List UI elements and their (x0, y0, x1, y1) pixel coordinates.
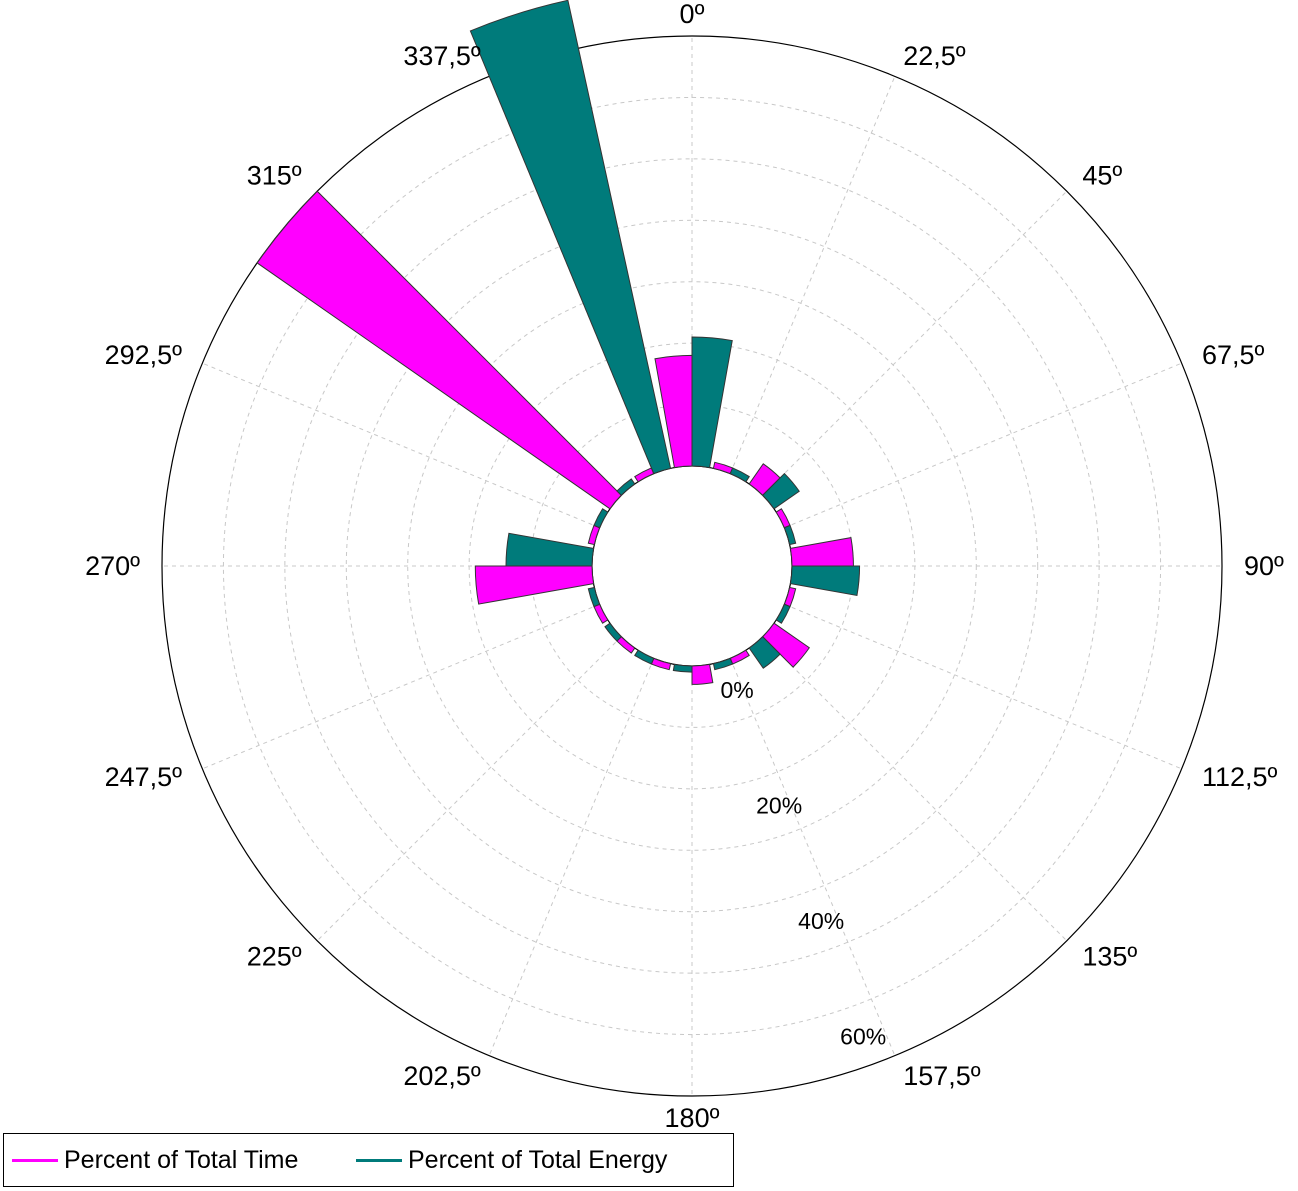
grid-spoke (316, 636, 622, 942)
direction-label: 112,5º (1202, 762, 1278, 792)
grid-spoke (488, 658, 655, 1056)
bar-time-6 (762, 622, 811, 668)
bars (256, 0, 861, 685)
direction-label: 157,5º (903, 1061, 981, 1091)
direction-label: 315º (247, 161, 302, 191)
grid-spoke (762, 190, 1068, 496)
outer-ring (161, 35, 1223, 1097)
legend-item-energy: Percent of Total Energy (356, 1134, 667, 1186)
legend-item-time: Percent of Total Time (12, 1134, 298, 1186)
direction-label: 270º (85, 551, 140, 581)
legend-label-time: Percent of Total Time (64, 1145, 299, 1174)
grid-spoke (784, 603, 1182, 770)
bar-energy-4 (789, 565, 861, 597)
direction-label: 90º (1244, 551, 1284, 581)
bar-energy-7 (712, 657, 734, 671)
bar-time-4 (789, 537, 854, 567)
ring-label: 40% (798, 908, 844, 934)
direction-label: 180º (665, 1103, 720, 1133)
legend-swatch-time (12, 1158, 58, 1162)
bar-energy-2 (762, 472, 800, 510)
ring-label: 60% (840, 1023, 886, 1049)
grid-spoke (729, 658, 896, 1056)
bar-energy-13 (593, 508, 609, 529)
grid-spoke (202, 603, 600, 770)
direction-label: 247,5º (105, 762, 183, 792)
ring-label: 0% (721, 677, 754, 703)
bar-time-8 (691, 663, 714, 685)
bar-energy-12 (505, 532, 595, 567)
direction-label: 45º (1082, 161, 1122, 191)
direction-label: 0º (680, 0, 705, 29)
direction-label: 225º (247, 941, 302, 971)
labels: 0º 22,5º 45º 67,5º 90º 112,5º 135º 157,5º 180º 20… (85, 0, 1284, 1133)
bar-energy-10 (604, 622, 622, 642)
bar-time-12 (474, 565, 595, 605)
direction-label: 337,5º (403, 41, 481, 71)
legend-swatch-energy (356, 1158, 402, 1162)
direction-label: 135º (1082, 941, 1137, 971)
bar-energy-1 (729, 467, 750, 483)
bar-energy-14 (616, 478, 636, 496)
bar-time-14 (256, 190, 622, 510)
direction-label: 67,5º (1202, 340, 1265, 370)
direction-label: 292,5º (105, 340, 183, 370)
bar-energy-0 (691, 336, 733, 469)
grid-spoke (729, 76, 896, 474)
direction-label: 22,5º (903, 41, 966, 71)
direction-label: 202,5º (403, 1061, 481, 1091)
bar-energy-6 (748, 636, 781, 669)
bar-energy-11 (587, 586, 601, 608)
inner-circle (591, 465, 793, 667)
grid-spoke (784, 362, 1182, 529)
grid-spoke (762, 636, 1068, 942)
bar-energy-5 (775, 603, 791, 624)
bar-energy-3 (783, 524, 797, 546)
grid (161, 35, 1223, 1097)
ring-label: 20% (756, 792, 802, 818)
legend-label-energy: Percent of Total Energy (408, 1145, 668, 1174)
bar-energy-8 (672, 663, 693, 673)
grid-ring (345, 219, 1039, 913)
bar-energy-15 (469, 0, 672, 475)
bar-energy-9 (634, 649, 655, 665)
legend: Percent of Total Time Percent of Total E… (3, 1133, 734, 1187)
